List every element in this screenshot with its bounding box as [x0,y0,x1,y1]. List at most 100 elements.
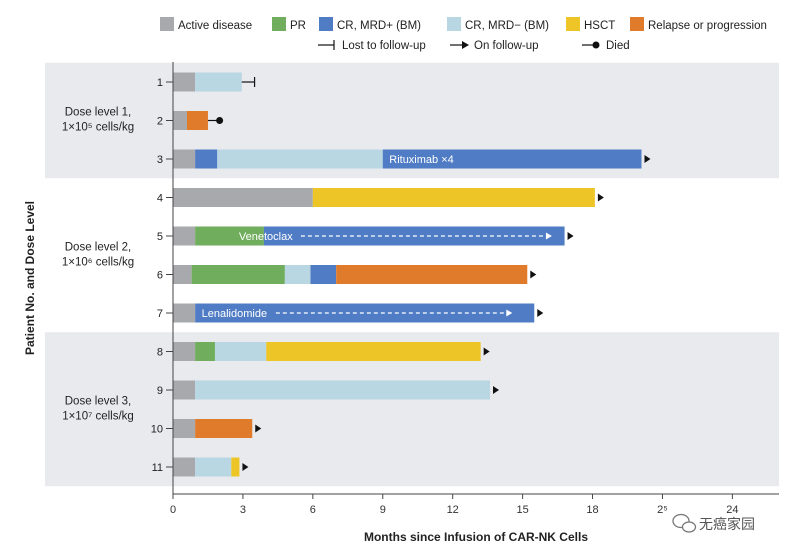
legend-label: CR, MRD+ (BM) [337,20,421,32]
patient-label: 9 [157,385,163,397]
bar-segment [284,265,311,284]
patient-row: Lenalidomide [173,303,544,323]
bar-segment [195,149,218,169]
x-tick-label: 18 [586,504,598,516]
ongoing-arrow-icon [483,347,490,356]
x-tick-label: 6 [310,504,316,516]
ongoing-arrow-icon [537,309,544,317]
patient-label: 2 [157,116,163,128]
legend: Active disease PR CR, MRD+ (BM) CR, MRD− (B… [160,17,767,52]
bar-segment [312,188,595,207]
patient-row: Rituximab ×4 [173,149,651,169]
ongoing-arrow-icon [242,463,249,471]
legend-swatch [630,17,644,31]
bar-segment [382,149,642,169]
bar-segment [173,419,196,438]
group-label-line1: Dose level 2, [65,241,131,253]
legend-marker-lost [318,40,335,50]
patient-label: 3 [157,154,163,166]
bar-segment [173,149,196,169]
patient-label: 6 [157,270,163,282]
legend-label: Relapse or progression [648,20,767,32]
patient-label: 10 [151,424,163,436]
therapy-arrow-icon [545,232,552,240]
bar-segment [195,457,232,477]
patient-label: 5 [157,231,163,243]
died-dot-icon [592,41,600,49]
patient-row [173,265,537,284]
bar-segment [173,72,196,92]
ongoing-arrow-icon [597,193,604,202]
group-label-line1: Dose level 3, [65,395,131,407]
legend-swatch [566,17,580,31]
patient-row [173,72,256,92]
x-tick-label: 9 [380,504,386,516]
died-dot-icon [216,117,224,124]
legend-label: Lost to follow-up [342,40,426,52]
legend-label: Died [606,40,630,52]
ongoing-arrow-icon [492,386,499,394]
bar-annotation: Rituximab ×4 [389,154,454,166]
x-tick-label: 2⁵ [657,504,668,516]
bar-segment [191,265,285,284]
bar-segment [173,380,196,400]
bar-annotation: Lenalidomide [202,308,267,320]
bar-segment [231,457,240,477]
legend-swatch [447,17,461,31]
bar-segment [266,342,481,361]
bars: Rituximab ×4 Venetoclax Lenalidomide [173,72,651,477]
bar-segment [310,265,337,284]
x-axis-title: Months since Infusion of CAR-NK Cells [364,530,588,544]
legend-label: On follow-up [474,40,539,52]
bar-segment [173,342,196,361]
ongoing-arrow-icon [530,270,537,279]
bar-segment [173,188,313,207]
patient-row: Venetoclax [173,226,574,246]
legend-marker-ongoing [450,41,469,49]
x-tick-label: 24 [726,504,738,516]
legend-marker-died [582,41,600,49]
legend-swatch [319,17,333,31]
bar-annotation: Venetoclax [239,231,293,243]
patient-labels: 1 2 3 4 5 6 7 8 9 10 11 [151,77,173,474]
bar-segment [186,111,208,130]
bar-segment [214,342,267,361]
group-label-line1: Dose level 1, [65,107,131,119]
ongoing-arrow-icon [644,155,651,163]
watermark-text: 无癌家园 [699,516,755,533]
bar-segment [173,226,196,246]
ongoing-arrow-icon [462,41,469,49]
patient-row [173,111,224,130]
legend-label: HSCT [584,20,615,32]
x-tick-label: 0 [170,504,176,516]
watermark: 无癌家园 [672,513,755,533]
bar-segment [173,457,196,477]
legend-label: Active disease [178,20,252,32]
group-label-line2: 1×10⁶ cells/kg [62,256,134,268]
bar-segment [173,111,187,130]
bar-segment [195,72,242,92]
patient-label: 1 [157,77,163,89]
bar-segment [195,342,215,361]
x-tick-label: 15 [516,504,528,516]
bar-segment [195,380,490,400]
patient-row [173,457,249,477]
bar-segment [173,303,196,323]
patient-label: 8 [157,347,163,359]
x-tick-label: 12 [447,504,459,516]
bar-segment [195,226,264,246]
patient-row [173,419,262,438]
x-tick-label: 3 [240,504,246,516]
bar-segment [195,303,535,323]
legend-label: CR, MRD− (BM) [465,20,549,32]
bar-segment [173,265,192,284]
bar-segment [195,419,253,438]
patient-row [173,380,499,400]
x-axis: 0 3 6 9 12 15 18 2⁵ 24 [170,493,779,516]
legend-swatch [272,17,286,31]
patient-label: 4 [157,193,163,205]
bar-segment [336,265,528,284]
therapy-arrow-icon [506,309,513,317]
patient-label: 7 [157,308,163,320]
